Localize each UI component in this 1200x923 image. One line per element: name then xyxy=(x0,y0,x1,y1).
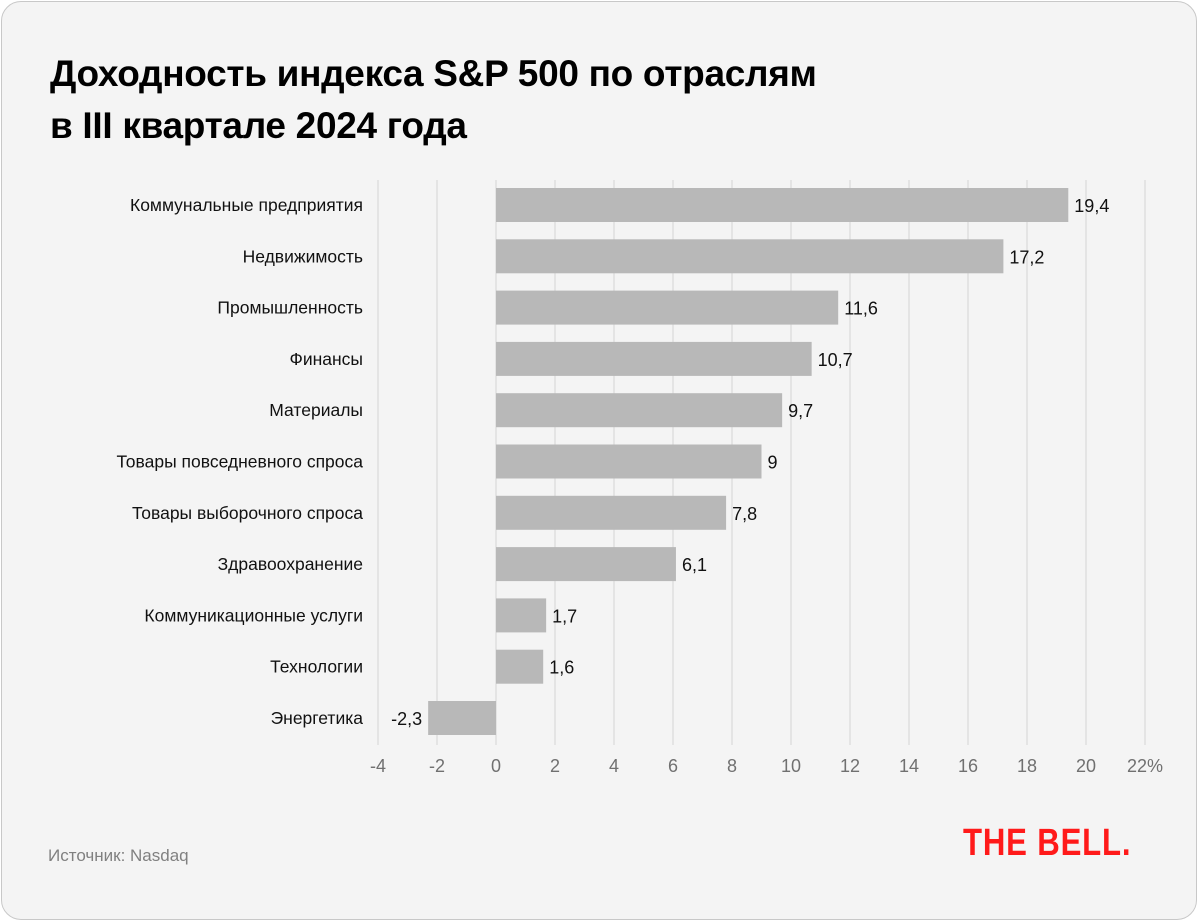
bar xyxy=(496,239,1004,274)
bar xyxy=(428,701,496,735)
value-label: 7,8 xyxy=(732,504,757,524)
bar xyxy=(496,444,762,479)
x-tick-label: 4 xyxy=(609,756,619,776)
category-label: Товары выборочного спроса xyxy=(132,503,363,523)
category-label: Материалы xyxy=(269,400,363,420)
category-labels: Коммунальные предприятия Недвижимость Пром… xyxy=(116,195,363,728)
bar xyxy=(496,649,544,684)
category-label: Коммунальные предприятия xyxy=(130,195,363,215)
category-label: Финансы xyxy=(290,349,363,369)
value-label: 9,7 xyxy=(788,401,813,421)
x-tick-label: 18 xyxy=(1017,756,1037,776)
value-label: 6,1 xyxy=(682,555,707,575)
bar xyxy=(496,393,783,428)
value-label: 19,4 xyxy=(1074,196,1109,216)
x-tick-label: 14 xyxy=(899,756,919,776)
the-bell-logo: THE BELL. xyxy=(963,822,1132,864)
category-label: Промышленность xyxy=(217,298,363,318)
category-label: Коммуникационные услуги xyxy=(144,605,363,625)
category-label: Здравоохранение xyxy=(218,554,363,574)
value-label: 10,7 xyxy=(818,350,853,370)
chart-title-line-2: в III квартале 2024 года xyxy=(50,105,467,146)
value-labels: 19,4 17,2 11,6 10,7 9,7 9 7,8 6,1 1,7 1,6 -2,3 xyxy=(391,196,1109,729)
bar xyxy=(496,598,547,633)
value-label: 9 xyxy=(768,453,778,473)
x-tick-label: 10 xyxy=(781,756,801,776)
value-label: -2,3 xyxy=(391,709,422,729)
source-note: Источник: Nasdaq xyxy=(48,846,189,865)
category-label: Технологии xyxy=(270,657,363,677)
x-tick-label: 0 xyxy=(491,756,501,776)
bar xyxy=(496,495,727,530)
chart-title-line-1: Доходность индекса S&P 500 по отраслям xyxy=(50,53,817,94)
value-label: 11,6 xyxy=(844,299,878,319)
bar xyxy=(496,547,676,582)
x-tick-label: -2 xyxy=(429,756,445,776)
x-tick-label: 16 xyxy=(958,756,978,776)
x-tick-label: 22% xyxy=(1127,756,1163,776)
bar xyxy=(496,290,839,325)
category-label: Недвижимость xyxy=(243,246,363,266)
x-tick-label: 6 xyxy=(668,756,678,776)
x-tick-label: 20 xyxy=(1076,756,1096,776)
bar xyxy=(496,341,812,376)
bars xyxy=(428,188,1069,735)
x-tick-label: 8 xyxy=(727,756,737,776)
bar xyxy=(496,188,1069,222)
chart-title: Доходность индекса S&P 500 по отраслям в… xyxy=(50,48,1050,152)
value-label: 17,2 xyxy=(1009,247,1044,267)
value-label: 1,7 xyxy=(552,606,577,626)
x-axis-tick-labels: -4 -2 0 2 4 6 8 10 12 14 16 18 20 22% xyxy=(370,756,1163,776)
x-tick-label: 2 xyxy=(550,756,560,776)
x-tick-label: -4 xyxy=(370,756,386,776)
category-label: Товары повседневного спроса xyxy=(116,452,363,472)
category-label: Энергетика xyxy=(271,708,364,728)
x-tick-label: 12 xyxy=(840,756,860,776)
value-label: 1,6 xyxy=(549,658,574,678)
